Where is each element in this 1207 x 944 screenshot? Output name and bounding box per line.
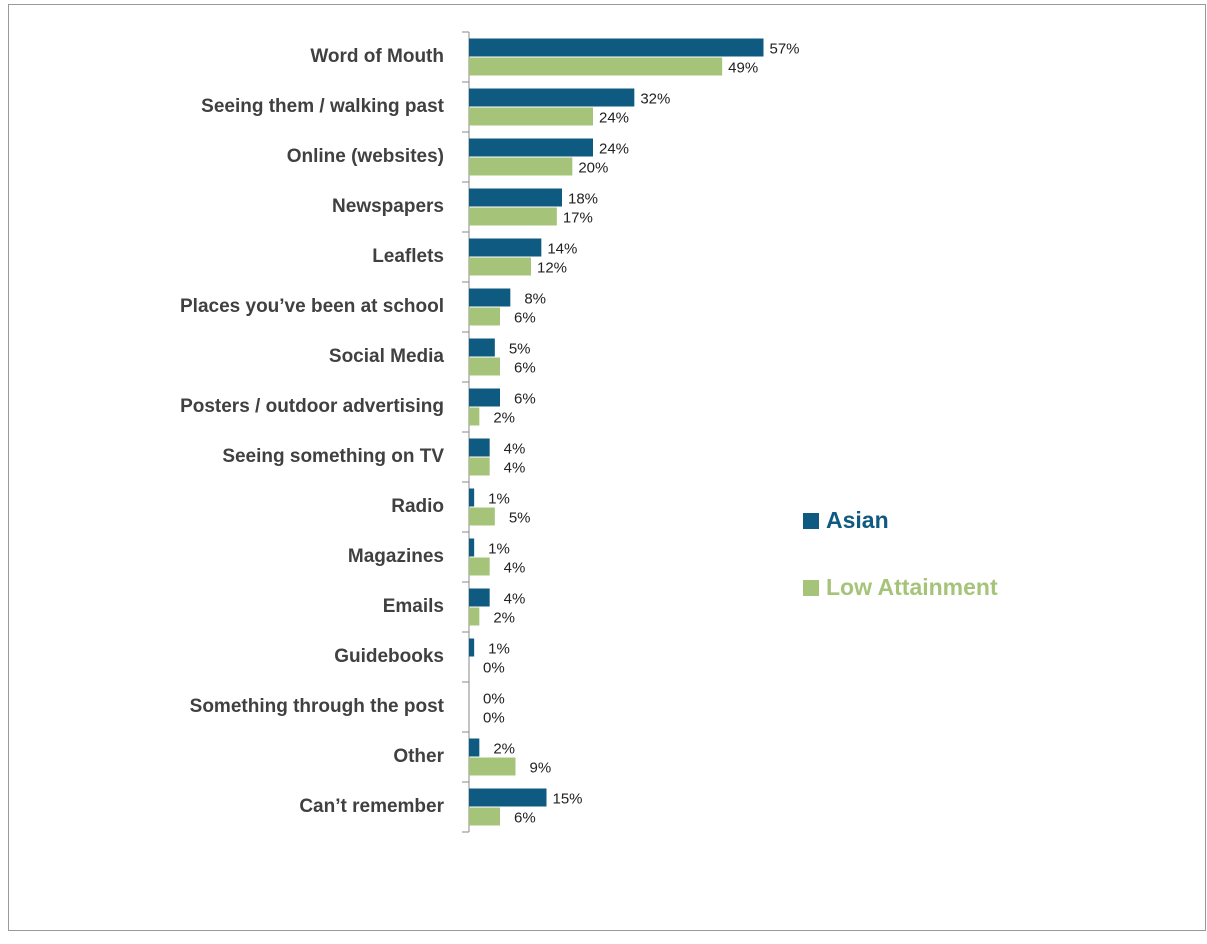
legend-swatch [803,580,819,596]
category-label: Social Media [329,346,445,367]
value-label: 4% [504,559,526,576]
value-label: 17% [563,209,593,226]
bar [469,607,480,626]
bar [469,807,500,826]
bar [469,507,495,526]
bar [469,438,490,457]
value-label: 4% [504,590,526,607]
frame [8,4,1206,931]
bar [469,388,500,407]
value-label: 24% [599,109,629,126]
bar [469,288,511,307]
value-label: 6% [514,809,536,826]
category-label: Guidebooks [334,646,444,667]
bar [469,107,593,126]
bar [469,488,475,507]
bar [469,638,475,657]
category-label: Seeing them / walking past [201,96,445,117]
bar [469,788,547,807]
legend-label: Asian [826,507,889,533]
category-label: Word of Mouth [310,46,444,67]
category-label: Something through the post [190,696,445,717]
value-label: 8% [524,290,546,307]
bar [469,88,635,107]
legend-label: Low Attainment [826,574,998,600]
bar [469,38,764,57]
category-label: Online (websites) [287,146,444,167]
bar [469,457,490,476]
bar [469,57,723,76]
category-label: Emails [383,596,444,617]
bar [469,157,573,176]
bar [469,757,516,776]
bar [469,588,490,607]
value-label: 57% [770,40,800,57]
category-label: Can’t remember [299,796,444,817]
value-label: 2% [493,409,515,426]
bar [469,357,500,376]
bar [469,188,562,207]
value-label: 2% [493,609,515,626]
value-label: 1% [488,490,510,507]
category-label: Leaflets [372,246,444,267]
bar [469,557,490,576]
value-label: 5% [509,509,531,526]
category-label: Seeing something on TV [222,446,444,467]
value-label: 0% [483,709,505,726]
bar [469,307,500,326]
value-label: 5% [509,340,531,357]
value-label: 14% [547,240,577,257]
bar [469,338,495,357]
value-label: 4% [504,459,526,476]
value-label: 20% [578,159,608,176]
category-label: Places you’ve been at school [180,296,444,317]
bar [469,538,475,557]
category-label: Newspapers [332,196,444,217]
value-label: 2% [493,740,515,757]
bar [469,257,531,276]
value-label: 15% [553,790,583,807]
value-label: 18% [568,190,598,207]
value-label: 1% [488,640,510,657]
value-label: 0% [483,690,505,707]
value-label: 6% [514,390,536,407]
bar [469,238,542,257]
bar [469,207,557,226]
bar [469,138,593,157]
category-label: Magazines [348,546,444,567]
category-label: Radio [391,496,444,517]
value-label: 6% [514,309,536,326]
value-label: 6% [514,359,536,376]
legend-swatch [803,513,819,529]
category-label: Posters / outdoor advertising [180,396,444,417]
value-label: 9% [530,759,552,776]
value-label: 49% [728,59,758,76]
bar [469,407,480,426]
value-label: 32% [640,90,670,107]
value-label: 4% [504,440,526,457]
value-label: 24% [599,140,629,157]
category-label: Other [393,746,444,767]
value-label: 12% [537,259,567,276]
bar [469,738,480,757]
value-label: 0% [483,659,505,676]
value-label: 1% [488,540,510,557]
